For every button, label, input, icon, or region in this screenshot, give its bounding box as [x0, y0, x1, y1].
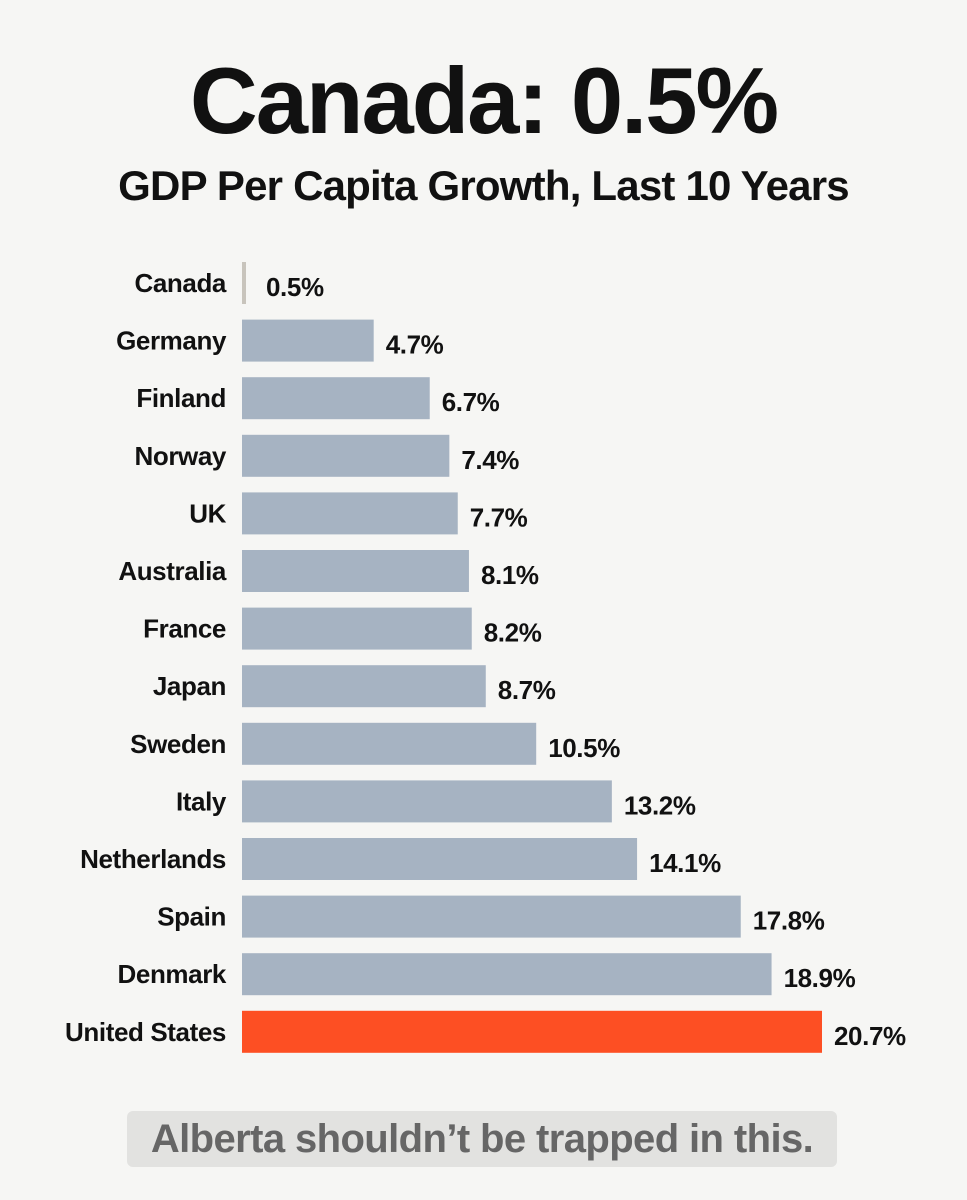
value-label-france: 8.2%	[484, 618, 542, 648]
bar-denmark	[242, 953, 772, 996]
category-label-netherlands: Netherlands	[80, 844, 226, 874]
category-label-germany: Germany	[116, 326, 227, 356]
value-label-united-states: 20.7%	[834, 1021, 906, 1051]
value-label-denmark: 18.9%	[784, 963, 856, 993]
value-label-netherlands: 14.1%	[649, 848, 721, 878]
category-label-canada: Canada	[134, 268, 226, 298]
value-label-uk: 7.7%	[470, 502, 528, 532]
category-label-spain: Spain	[157, 902, 226, 932]
category-label-united-states: United States	[65, 1017, 226, 1047]
bar-chart: Canada 0.5% Germany 4.7% Finland 6.7% Norway 7.…	[65, 262, 906, 1053]
bar-canada	[242, 262, 246, 304]
category-label-finland: Finland	[136, 383, 226, 413]
category-label-italy: Italy	[176, 786, 227, 816]
value-label-australia: 8.1%	[481, 560, 539, 590]
bar-australia	[242, 550, 469, 592]
bar-uk	[242, 492, 458, 535]
category-label-japan: Japan	[153, 671, 226, 701]
footer-text: Alberta shouldn’t be trapped in this.	[150, 1116, 814, 1161]
bar-sweden	[242, 722, 537, 765]
bar-japan	[242, 665, 486, 708]
chart-subtitle: GDP Per Capita Growth, Last 10 Years	[118, 162, 849, 209]
bar-france	[242, 607, 472, 650]
value-label-canada: 0.5%	[266, 272, 324, 302]
category-label-sweden: Sweden	[130, 729, 226, 759]
category-label-france: France	[143, 614, 226, 644]
category-label-australia: Australia	[118, 556, 227, 586]
value-label-spain: 17.8%	[753, 906, 825, 936]
value-label-italy: 13.2%	[624, 790, 696, 820]
bar-italy	[242, 780, 612, 823]
value-label-germany: 4.7%	[386, 330, 444, 360]
footer-banner: Alberta shouldn’t be trapped in this.	[127, 1111, 837, 1167]
bar-finland	[242, 377, 430, 420]
category-label-uk: UK	[189, 498, 226, 528]
value-label-japan: 8.7%	[498, 675, 556, 705]
bar-spain	[242, 895, 741, 938]
bar-united-states	[242, 1010, 822, 1053]
value-label-finland: 6.7%	[442, 387, 500, 417]
category-label-norway: Norway	[134, 441, 226, 471]
chart-title: Canada: 0.5%	[189, 48, 779, 153]
category-label-denmark: Denmark	[118, 959, 227, 989]
value-label-norway: 7.4%	[461, 445, 519, 475]
bar-norway	[242, 434, 450, 477]
value-label-sweden: 10.5%	[548, 733, 620, 763]
bar-netherlands	[242, 838, 638, 880]
bar-germany	[242, 319, 374, 362]
